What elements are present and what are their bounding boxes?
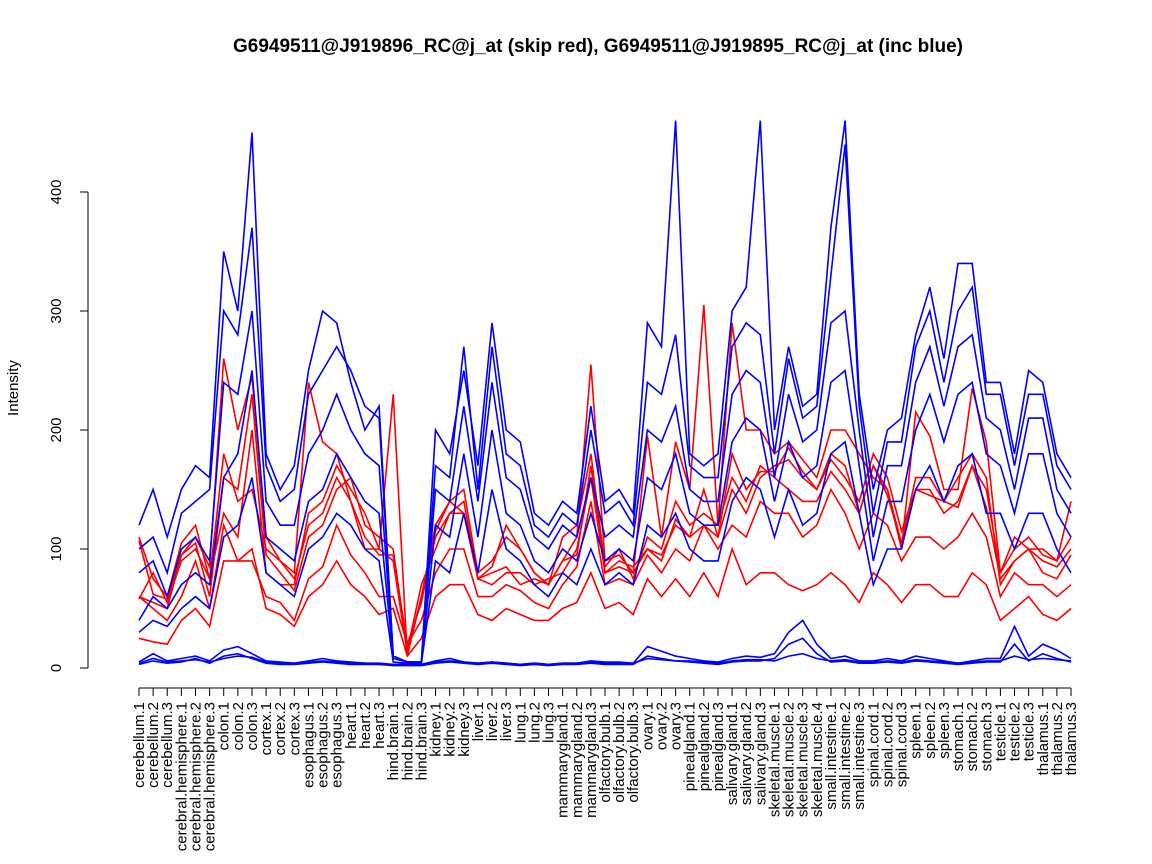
y-tick-label: 300 [48,298,65,323]
y-axis-label: Intensity [5,360,22,416]
x-tick-label: kidney.3 [456,702,473,757]
x-tick-label: cerebellum.2 [145,702,162,788]
x-tick-label: colon.2 [230,702,247,750]
x-tick-label: spinal.cord.1 [865,702,882,787]
series-line-inc-10 [138,440,1072,665]
x-tick-label: ovary.3 [668,702,685,750]
x-tick-label: stomach.3 [978,702,995,771]
x-tick-label: cortex.1 [258,702,275,755]
x-tick-label: colon.3 [244,702,261,750]
x-tick-label: lung.2 [526,702,543,743]
x-tick-label: cortex.2 [272,702,289,755]
x-tick-label: cerebellum.3 [159,702,176,788]
x-tick-label: salivary.gland.3 [752,702,769,805]
x-tick-label: colon.1 [216,702,233,750]
x-tick-label: liver.3 [498,702,515,741]
x-tick-label: heart.1 [343,702,360,749]
x-axis: cerebellum.1cerebellum.2cerebellum.3cere… [131,687,1080,851]
series-line-inc-7 [138,144,1072,663]
x-tick-label: ovary.2 [653,702,670,750]
x-tick-label: cerebral.hemisphere.2 [187,702,204,851]
series-line-inc-6 [138,120,1072,663]
series-line-skip-5 [138,546,1072,658]
x-tick-label: mammarygland.3 [583,702,600,818]
x-tick-label: mammarygland.2 [569,702,586,818]
x-tick-label: olfactory.bulb.3 [625,702,642,803]
x-tick-label: esophagus.3 [329,702,346,788]
series-line-inc-9 [138,368,1072,663]
series-line-inc-8 [138,309,1072,663]
x-tick-label: kidney.1 [428,702,445,757]
x-tick-label: esophagus.2 [315,702,332,788]
y-tick-label: 0 [48,664,65,672]
x-tick-label: testicle.2 [1007,702,1024,761]
x-tick-label: cerebral.hemisphere.1 [173,702,190,851]
x-tick-label: pinealgland.3 [710,702,727,791]
x-tick-label: olfactory.bulb.2 [611,702,628,803]
x-tick-label: stomach.2 [964,702,981,771]
x-tick-label: salivary.gland.1 [724,702,741,805]
x-tick-label: thalamus.1 [1035,702,1052,775]
x-tick-label: cerebellum.1 [131,702,148,788]
x-tick-label: small.intestine.1 [823,702,840,810]
x-tick-label: spinal.cord.3 [894,702,911,787]
x-tick-label: small.intestine.2 [837,702,854,810]
x-tick-label: lung.3 [541,702,558,743]
chart-title: G6949511@J919896_RC@j_at (skip red), G69… [233,36,963,57]
x-tick-label: ovary.1 [639,702,656,750]
x-tick-label: heart.3 [371,702,388,749]
x-tick-label: small.intestine.3 [851,702,868,810]
x-tick-label: pinealgland.2 [696,702,713,791]
y-tick-label: 400 [48,179,65,204]
x-tick-label: liver.2 [484,702,501,741]
x-tick-label: testicle.3 [1021,702,1038,761]
x-tick-label: hind.brain.1 [385,702,402,780]
x-tick-label: lung.1 [512,702,529,743]
x-tick-label: liver.1 [470,702,487,741]
series-line-inc-13 [138,652,1072,666]
x-tick-label: cerebral.hemisphere.3 [202,702,219,851]
series-layer [138,120,1072,667]
x-tick-label: cortex.3 [286,702,303,755]
series-line-inc-11 [138,619,1072,666]
x-tick-label: skeletal.muscle.1 [766,702,783,817]
x-tick-label: thalamus.2 [1049,702,1066,775]
x-tick-label: hind.brain.2 [399,702,416,780]
x-tick-label: thalamus.3 [1063,702,1080,775]
x-tick-label: heart.2 [357,702,374,749]
x-tick-label: skeletal.muscle.2 [781,702,798,817]
x-tick-label: stomach.1 [950,702,967,771]
y-tick-label: 200 [48,417,65,442]
x-tick-label: skeletal.muscle.3 [795,702,812,817]
x-tick-label: testicle.1 [992,702,1009,761]
x-tick-label: olfactory.bulb.1 [597,702,614,803]
x-tick-label: salivary.gland.2 [738,702,755,805]
x-tick-label: esophagus.1 [300,702,317,788]
x-tick-label: hind.brain.3 [413,702,430,780]
y-tick-label: 100 [48,536,65,561]
x-tick-label: spinal.cord.2 [879,702,896,787]
x-tick-label: spleen.2 [922,702,939,759]
x-tick-label: spleen.1 [908,702,925,759]
x-tick-label: pinealgland.1 [682,702,699,791]
series-line-skip-1 [138,429,1072,654]
x-tick-label: mammarygland.1 [555,702,572,818]
x-tick-label: skeletal.muscle.4 [809,702,826,817]
series-line-inc-12 [138,637,1072,667]
x-tick-label: spleen.3 [936,702,953,759]
y-axis: 0 100 200 300 400 [48,179,89,672]
x-tick-label: kidney.2 [442,702,459,757]
